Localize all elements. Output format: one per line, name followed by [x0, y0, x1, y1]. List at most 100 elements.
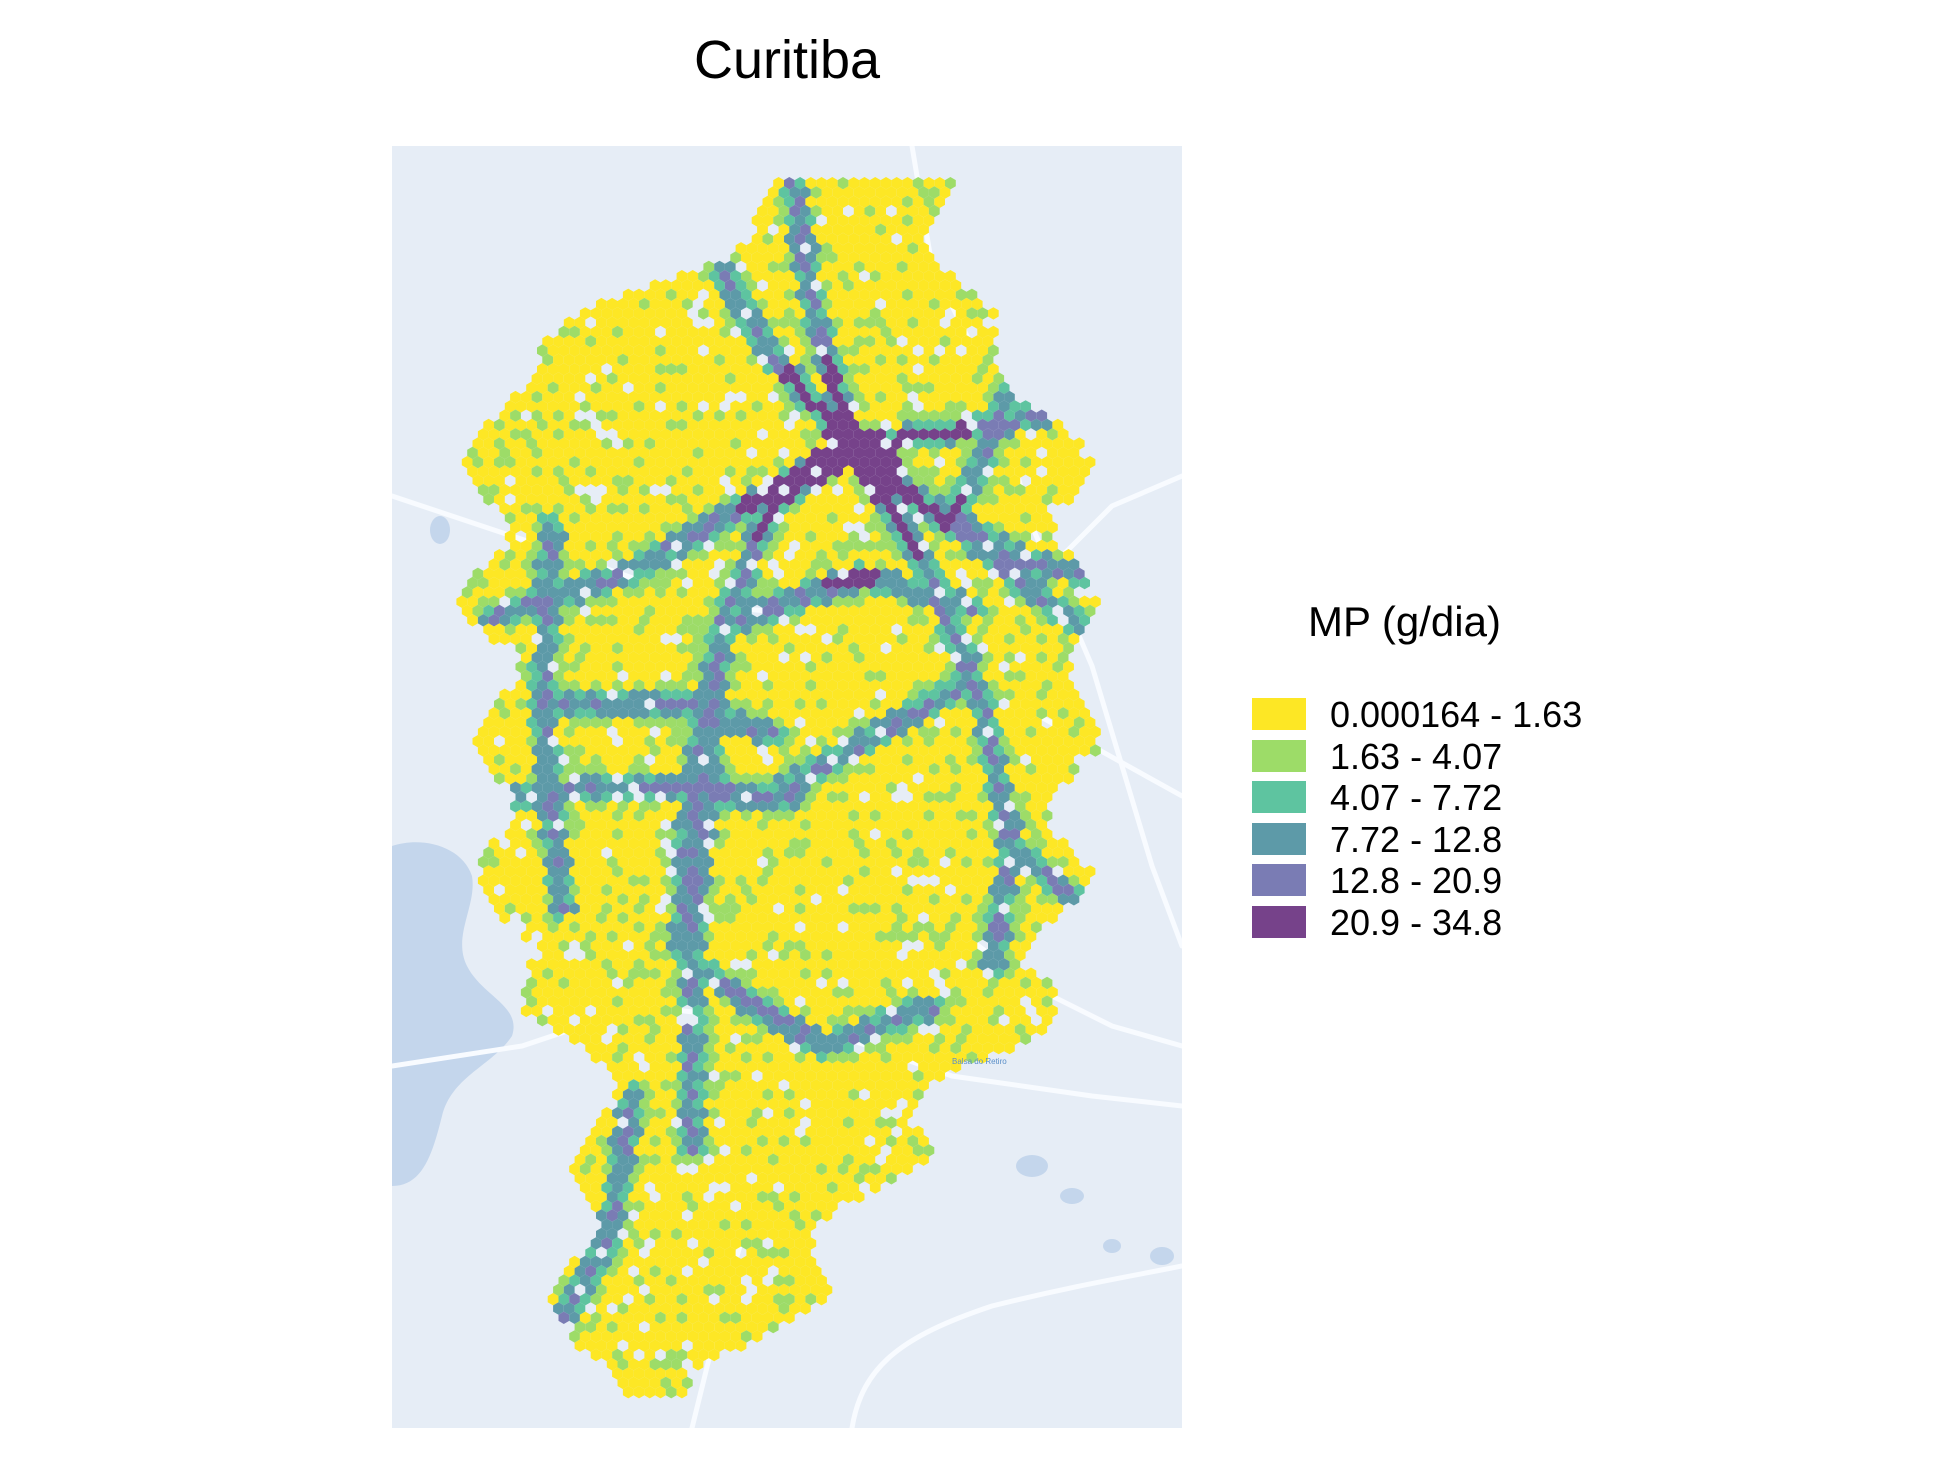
hex-cell	[977, 921, 988, 934]
hex-cell	[923, 846, 935, 859]
hex-cell	[864, 818, 876, 832]
hex-cell	[988, 604, 999, 618]
hex-cell	[773, 474, 784, 487]
hex-cell	[918, 614, 929, 627]
hex-cell	[767, 818, 779, 832]
hex-cell	[730, 604, 741, 618]
hex-cell	[800, 1079, 811, 1092]
hex-cell	[800, 446, 811, 460]
hex-cell	[853, 279, 865, 292]
hex-cell	[622, 995, 634, 1008]
hex-cell	[526, 456, 537, 469]
hex-cell	[923, 363, 935, 376]
hex-cell	[590, 995, 602, 1008]
hex-cell	[741, 381, 752, 394]
hex-cell	[923, 474, 935, 487]
hex-cell	[751, 921, 763, 934]
hex-cell	[563, 483, 575, 497]
hex-cell	[982, 409, 994, 422]
hex-cell	[945, 735, 956, 748]
hex-cell	[639, 446, 650, 460]
hex-cell	[810, 428, 822, 441]
hex-cell	[1052, 679, 1064, 692]
hex-cell	[1020, 697, 1031, 711]
hex-cell	[853, 1190, 865, 1204]
hex-cell	[730, 344, 741, 357]
hex-cell	[875, 1134, 886, 1148]
hex-cell	[912, 493, 924, 506]
hex-cell	[660, 1116, 672, 1129]
hex-cell	[590, 1237, 602, 1250]
hex-cell	[644, 325, 656, 339]
hex-cell	[676, 530, 688, 543]
hex-cell	[735, 1116, 747, 1129]
hex-cell	[784, 307, 795, 320]
hex-cell	[891, 177, 903, 190]
hex-cell	[687, 567, 699, 580]
hex-cell	[687, 1107, 699, 1120]
hex-cell	[875, 893, 886, 906]
hex-cell	[907, 539, 919, 553]
hex-cell	[805, 790, 817, 804]
hex-cell	[891, 381, 903, 394]
hex-cell	[676, 549, 688, 562]
hex-cell	[902, 902, 913, 915]
hex-cell	[918, 855, 929, 869]
hex-cell	[961, 800, 972, 813]
hex-cell	[735, 428, 747, 441]
map-panel[interactable]: Balsa do Retiro	[392, 146, 1182, 1428]
hex-cell	[553, 483, 564, 497]
hex-cell	[784, 437, 795, 450]
hex-cell	[875, 260, 886, 274]
hex-cell	[923, 1144, 935, 1157]
hex-cell	[794, 660, 806, 673]
hex-cell	[526, 437, 537, 450]
hex-cell	[1073, 735, 1085, 748]
hex-cell	[843, 707, 854, 720]
hex-cell	[810, 335, 822, 348]
hex-cell	[955, 679, 967, 692]
hex-cell	[988, 437, 999, 450]
hex-cell	[606, 1227, 618, 1241]
hex-cell	[832, 1079, 843, 1092]
hex-cell	[1014, 595, 1026, 608]
hex-cell	[655, 772, 666, 785]
hex-cell	[735, 1097, 747, 1111]
hex-cell	[1009, 995, 1021, 1008]
hex-cell	[982, 669, 994, 683]
hex-cell	[875, 1079, 886, 1092]
hex-cell	[746, 1227, 758, 1241]
hex-cell	[671, 688, 682, 701]
hex-cell	[998, 567, 1010, 580]
hex-cell	[542, 837, 554, 850]
hex-cell	[853, 260, 865, 274]
hex-cell	[762, 344, 774, 357]
hex-cell	[526, 474, 537, 487]
hexbin-map[interactable]: Balsa do Retiro	[392, 146, 1182, 1428]
hexbin-layer[interactable]	[456, 177, 1101, 1399]
hex-cell	[1004, 539, 1015, 553]
hex-cell	[778, 1227, 790, 1241]
hex-cell	[665, 511, 677, 525]
hex-cell	[928, 632, 940, 646]
hex-cell	[698, 474, 709, 487]
hex-cell	[563, 409, 575, 422]
hex-cell	[596, 744, 607, 757]
hex-cell	[714, 632, 725, 646]
hex-cell	[499, 632, 511, 646]
hex-cell	[998, 846, 1010, 859]
hex-cell	[692, 651, 704, 664]
hex-cell	[945, 604, 956, 618]
hex-cell	[601, 790, 613, 804]
hex-cell	[843, 279, 854, 292]
hex-cell	[569, 865, 580, 878]
hex-cell	[649, 353, 661, 367]
hex-cell	[542, 874, 554, 887]
hex-cell	[794, 195, 806, 208]
hex-cell	[880, 772, 892, 785]
hex-cell	[537, 772, 548, 785]
hex-cell	[778, 818, 790, 832]
hex-cell	[1036, 502, 1048, 515]
hex-cell	[692, 967, 704, 980]
hex-cell	[923, 735, 935, 748]
